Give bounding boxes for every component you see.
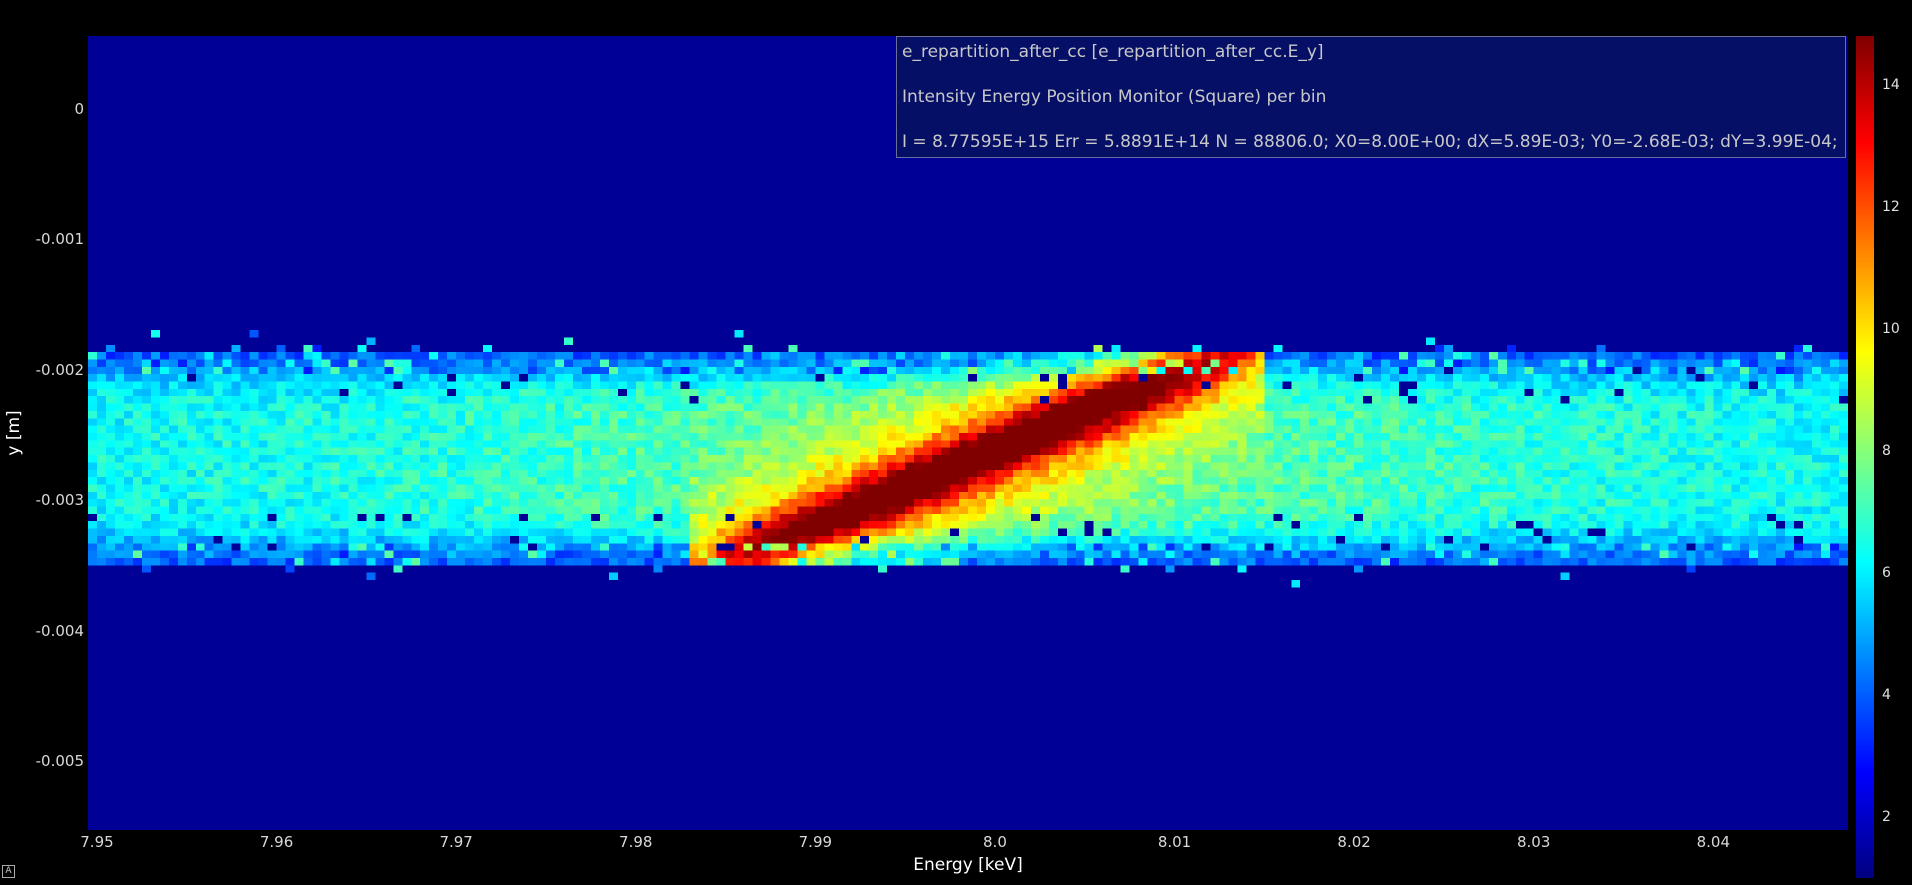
y-tick-label: -0.005	[35, 751, 84, 770]
x-axis-label: Energy [keV]	[913, 855, 1023, 875]
y-axis-label: y [m]	[4, 410, 24, 456]
x-tick-label: 7.95	[80, 833, 114, 851]
colorbar-tick-label: 2	[1882, 808, 1891, 825]
colorbar	[1856, 36, 1874, 878]
heatmap	[88, 36, 1848, 830]
corner-badge[interactable]: A	[2, 865, 15, 878]
colorbar-tick-label: 8	[1882, 442, 1891, 459]
x-tick-label: 7.98	[619, 833, 653, 851]
x-tick-label: 8.02	[1337, 833, 1371, 851]
info-subtitle: Intensity Energy Position Monitor (Squar…	[902, 87, 1327, 107]
colorbar-tick-label: 4	[1882, 686, 1891, 703]
info-title: e_repartition_after_cc [e_repartition_af…	[902, 42, 1324, 62]
x-tick-label: 7.99	[798, 833, 833, 851]
colorbar-tick-label: 12	[1882, 198, 1900, 215]
y-tick-label: -0.001	[35, 230, 84, 249]
info-box: e_repartition_after_cc [e_repartition_af…	[896, 36, 1846, 158]
x-tick-label: 7.96	[259, 833, 294, 851]
plot-area	[88, 36, 1848, 830]
info-stats: I = 8.77595E+15 Err = 5.8891E+14 N = 888…	[902, 132, 1838, 152]
colorbar-tick-label: 14	[1882, 76, 1900, 93]
y-tick-label: -0.002	[35, 360, 84, 379]
y-tick-label: 0	[74, 100, 84, 118]
x-tick-label: 8.0	[983, 833, 1007, 851]
y-tick-label: -0.004	[35, 621, 84, 640]
x-tick-label: 8.01	[1157, 833, 1192, 851]
colorbar-tick-label: 10	[1882, 320, 1900, 337]
colorbar-tick-label: 6	[1882, 564, 1891, 581]
x-tick-label: 8.03	[1517, 833, 1551, 851]
y-tick-label: -0.003	[35, 491, 84, 510]
x-tick-label: 8.04	[1696, 833, 1730, 851]
x-tick-label: 7.97	[439, 833, 473, 851]
